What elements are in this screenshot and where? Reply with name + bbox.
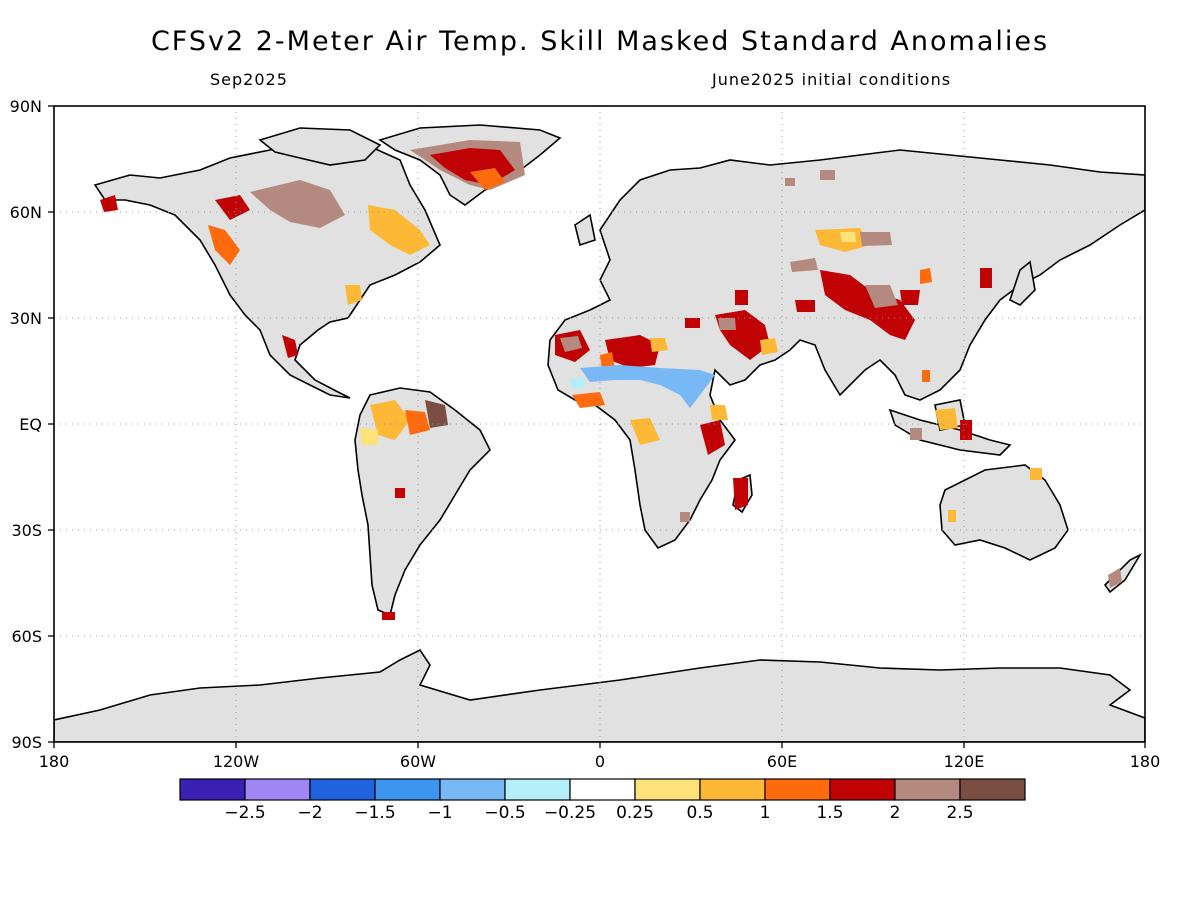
lon-labels: 180 120W 60W 0 60E 120E 180 xyxy=(39,752,1161,771)
australia xyxy=(939,464,1069,561)
antarctica xyxy=(54,648,1145,742)
gridlines xyxy=(54,106,1145,742)
lat-label: 30N xyxy=(10,309,42,328)
lat-labels: 90N 60N 30N EQ 30S 60S 90S xyxy=(10,97,42,752)
colorbar-label: −1.5 xyxy=(354,803,395,823)
lon-label: 120W xyxy=(213,752,260,771)
colorbar-label: 2.5 xyxy=(946,803,973,823)
lat-label: 60S xyxy=(11,627,42,646)
colorbar-label: −0.25 xyxy=(544,803,596,823)
colorbar-label: 1.5 xyxy=(816,803,843,823)
anomaly-patches xyxy=(100,140,1122,620)
lat-label: EQ xyxy=(19,415,42,434)
lat-label: 90S xyxy=(11,733,42,752)
lon-label: 120E xyxy=(944,752,985,771)
colorbar-label: 0.25 xyxy=(616,803,654,823)
colorbar-label: −0.5 xyxy=(484,803,525,823)
colorbar-label: −1 xyxy=(427,803,452,823)
lon-label: 180 xyxy=(39,752,70,771)
colorbar-swatch xyxy=(179,778,246,801)
lon-label: 0 xyxy=(595,752,605,771)
colorbar-swatch xyxy=(309,778,376,801)
south-america xyxy=(354,387,491,617)
map-title: CFSv2 2-Meter Air Temp. Skill Masked Sta… xyxy=(150,26,1050,57)
colorbar-swatch xyxy=(569,778,636,801)
colorbar-swatch xyxy=(894,778,961,801)
eurasia-africa xyxy=(547,149,1145,550)
tick-marks xyxy=(48,105,1146,748)
colorbar-label: 2 xyxy=(890,803,901,823)
colorbar-label: 1 xyxy=(760,803,771,823)
colorbar-swatch xyxy=(504,778,571,801)
lat-label: 90N xyxy=(10,97,42,116)
initial-conditions: June2025 initial conditions xyxy=(712,70,952,89)
lon-label: 60E xyxy=(767,752,797,771)
colorbar-swatch xyxy=(959,778,1026,801)
land xyxy=(54,124,1145,742)
colorbar-swatch xyxy=(634,778,701,801)
map-area xyxy=(54,106,1145,742)
colorbar-label: 0.5 xyxy=(686,803,713,823)
lon-label: 60W xyxy=(400,752,436,771)
colorbar-swatch xyxy=(829,778,896,801)
colorbar-label: −2.5 xyxy=(224,803,265,823)
colorbar-swatch xyxy=(764,778,831,801)
colorbar: −2.5 −2 −1.5 −1 −0.5 −0.25 0.25 0.5 1 1.5 2 2.5 xyxy=(179,778,1026,823)
colorbar-swatch xyxy=(699,778,766,801)
valid-month: Sep2025 xyxy=(210,70,288,89)
lon-label: 180 xyxy=(1130,752,1161,771)
lat-label: 30S xyxy=(11,521,42,540)
lat-label: 60N xyxy=(10,203,42,222)
colorbar-swatch xyxy=(439,778,506,801)
colorbar-swatch xyxy=(374,778,441,801)
north-america xyxy=(93,139,441,399)
colorbar-label: −2 xyxy=(297,803,322,823)
colorbar-swatch xyxy=(244,778,311,801)
